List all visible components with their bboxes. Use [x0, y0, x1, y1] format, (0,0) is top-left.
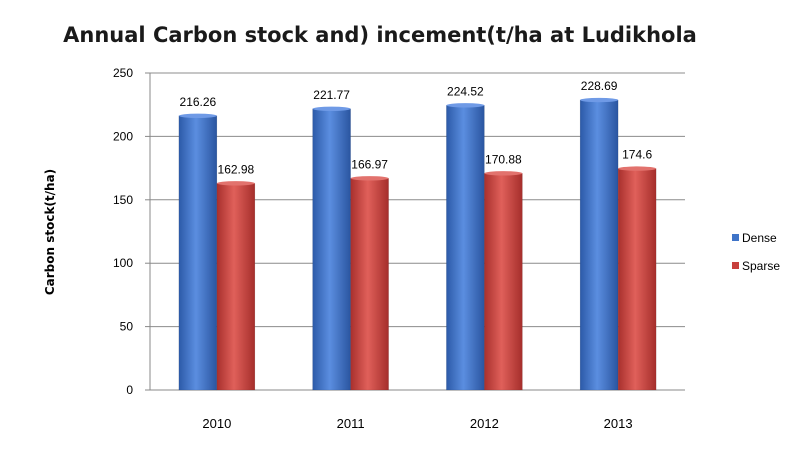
x-tick-label: 2012: [470, 416, 499, 431]
data-label: 216.26: [180, 95, 217, 109]
bar-top-cap: [350, 176, 389, 181]
data-label: 221.77: [313, 88, 350, 102]
data-label: 162.98: [218, 162, 255, 176]
bar-top-cap: [216, 181, 255, 186]
x-tick-label: 2011: [337, 416, 365, 431]
y-tick-label: 100: [113, 256, 133, 270]
x-tick-label: 2013: [604, 416, 633, 431]
bar-sparse-2012: [484, 173, 523, 391]
data-label: 166.97: [351, 157, 388, 171]
y-axis-ticks: 0 50 100 150 200 250: [113, 66, 150, 397]
y-tick-label: 250: [113, 66, 133, 80]
legend-swatch-dense: [732, 234, 739, 241]
bar-sparse-2010: [216, 183, 256, 391]
data-label: 170.88: [485, 152, 522, 166]
y-axis-title: Carbon stock(t/ha): [43, 169, 57, 295]
bar-top-cap: [312, 106, 351, 111]
legend-label-sparse: Sparse: [742, 259, 780, 273]
bar-top-cap: [618, 166, 657, 171]
legend-label-dense: Dense: [742, 231, 777, 245]
chart-title: Annual Carbon stock and) incement(t/ha a…: [63, 23, 697, 47]
x-axis-categories: 2010 2011 2012 2013: [202, 416, 632, 431]
data-labels: 216.26 162.98 221.77 166.97 224.52 170.88 228.…: [180, 79, 653, 176]
bars: [178, 97, 657, 391]
legend: Dense Sparse: [732, 231, 780, 273]
legend-swatch-sparse: [732, 262, 739, 269]
y-tick-label: 200: [113, 129, 133, 143]
y-tick-label: 0: [126, 383, 133, 397]
bar-top-cap: [178, 113, 217, 118]
bar-dense-2010: [178, 115, 218, 391]
bar-dense-2012: [446, 105, 485, 391]
y-tick-label: 50: [120, 320, 134, 334]
bar-top-cap: [484, 171, 523, 176]
bar-top-cap: [446, 103, 485, 108]
data-label: 224.52: [447, 84, 484, 98]
bar-dense-2013: [579, 99, 619, 391]
bar-sparse-2011: [350, 178, 389, 391]
data-label: 174.6: [622, 148, 652, 162]
bar-top-cap: [580, 97, 619, 103]
bar-sparse-2013: [617, 168, 657, 391]
data-label: 228.69: [581, 79, 618, 93]
bar-dense-2011: [312, 108, 351, 391]
y-tick-label: 150: [113, 193, 133, 207]
x-tick-label: 2010: [202, 416, 231, 431]
